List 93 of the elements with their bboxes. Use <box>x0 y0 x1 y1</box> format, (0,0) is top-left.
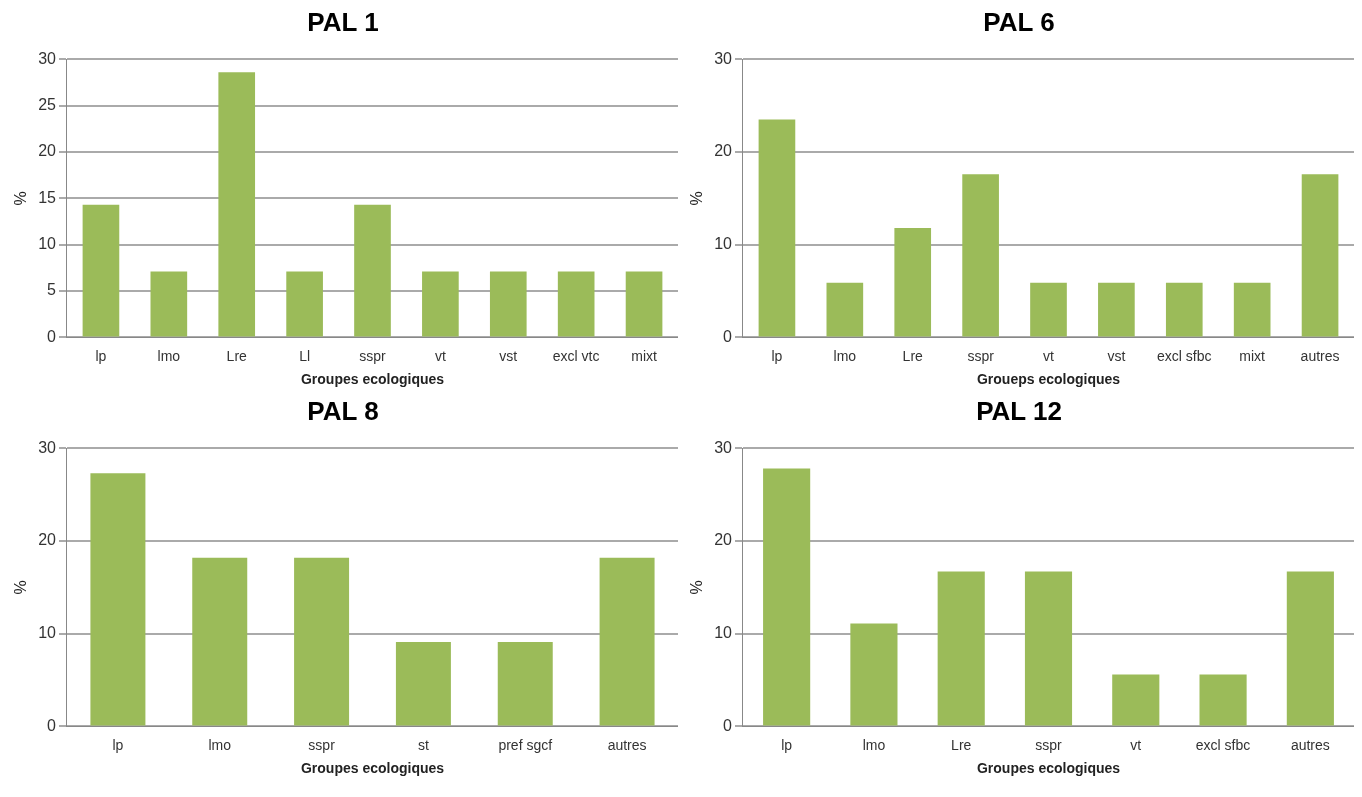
x-tick-label: sspr <box>967 347 995 364</box>
y-tick-label: 0 <box>47 716 57 734</box>
y-tick-label: 5 <box>47 281 57 299</box>
y-axis-title: % <box>12 191 30 206</box>
bar <box>599 557 655 726</box>
y-tick-label: 10 <box>38 624 57 642</box>
y-tick-label: 30 <box>38 438 57 456</box>
x-tick-label: lp <box>95 347 107 364</box>
x-axis-title: Groupes ecologiques <box>300 760 445 777</box>
bar <box>1098 282 1135 337</box>
x-tick-label: sspr <box>1035 736 1063 753</box>
chart-title: PAL 12 <box>976 395 1062 426</box>
bar <box>625 271 663 337</box>
y-tick-label: 25 <box>38 95 57 113</box>
x-tick-label: excl sfbc <box>1157 347 1212 364</box>
x-tick-label: vst <box>1107 347 1126 364</box>
y-tick-label: 30 <box>714 49 733 67</box>
bar <box>82 204 120 337</box>
bar <box>763 468 811 726</box>
bar <box>497 642 553 726</box>
bar <box>1165 282 1203 337</box>
bar <box>826 282 864 337</box>
chart-title: PAL 6 <box>983 6 1055 37</box>
y-tick-label: 30 <box>714 438 733 456</box>
x-tick-label: mixt <box>1239 347 1266 364</box>
x-axis-title: Groueps ecologiques <box>976 371 1121 388</box>
x-tick-label: sspr <box>308 736 336 753</box>
bar <box>218 72 256 337</box>
bar <box>557 271 595 337</box>
bar <box>395 642 451 726</box>
bar <box>192 557 248 726</box>
y-tick-label: 0 <box>47 327 57 345</box>
chart-title: PAL 8 <box>307 395 379 426</box>
bar <box>758 119 796 337</box>
y-tick-label: 20 <box>38 531 57 549</box>
y-tick-label: 15 <box>38 188 57 206</box>
x-axis-title: Groupes ecologiques <box>300 371 445 388</box>
bar <box>1286 571 1334 726</box>
x-tick-label: Lre <box>951 736 972 753</box>
x-tick-label: sspr <box>359 347 387 364</box>
bar <box>937 571 985 726</box>
x-tick-label: vt <box>1043 347 1055 364</box>
x-tick-label: lp <box>112 736 124 753</box>
y-tick-label: 20 <box>38 142 57 160</box>
y-tick-label: 20 <box>714 531 733 549</box>
y-tick-label: 0 <box>723 716 733 734</box>
x-tick-label: lmo <box>208 736 232 753</box>
x-tick-label: vst <box>499 347 518 364</box>
x-tick-label: excl sfbc <box>1195 736 1251 753</box>
bar <box>150 271 188 337</box>
x-tick-label: Ll <box>299 347 311 364</box>
bar <box>354 204 391 337</box>
chart-title: PAL 1 <box>307 6 379 37</box>
x-tick-label: Lre <box>902 347 924 364</box>
y-axis-title: % <box>12 580 30 595</box>
bar <box>894 227 932 337</box>
x-tick-label: lmo <box>862 736 886 753</box>
x-tick-label: excl vtc <box>552 347 600 364</box>
x-tick-label: st <box>417 736 429 753</box>
bar <box>1199 674 1247 726</box>
x-tick-label: lp <box>771 347 783 364</box>
bar <box>1030 282 1067 337</box>
x-tick-label: lp <box>781 736 793 753</box>
x-tick-label: autres <box>1300 347 1340 364</box>
bar <box>90 473 146 726</box>
x-tick-label: lmo <box>157 347 181 364</box>
x-tick-label: autres <box>607 736 647 753</box>
y-axis-title: % <box>688 580 706 595</box>
x-tick-label: vt <box>1130 736 1142 753</box>
bar <box>1233 282 1271 337</box>
x-tick-label: vt <box>434 347 446 364</box>
y-tick-label: 30 <box>38 49 57 67</box>
bar <box>489 271 527 337</box>
x-tick-label: mixt <box>631 347 657 364</box>
y-tick-label: 20 <box>714 142 733 160</box>
bar <box>962 174 999 337</box>
x-tick-label: Lre <box>226 347 248 364</box>
x-tick-label: pref sgcf <box>498 736 553 753</box>
bar <box>1301 174 1339 337</box>
bar <box>1112 674 1160 726</box>
bar <box>294 557 350 726</box>
y-tick-label: 10 <box>714 624 733 642</box>
bar <box>286 271 323 337</box>
y-axis-title: % <box>688 191 706 206</box>
x-tick-label: lmo <box>833 347 857 364</box>
x-axis-title: Groupes ecologiques <box>976 760 1121 777</box>
y-tick-label: 0 <box>723 327 733 345</box>
y-tick-label: 10 <box>38 235 57 253</box>
y-tick-label: 10 <box>714 235 733 253</box>
bar <box>850 623 898 726</box>
x-tick-label: autres <box>1290 736 1330 753</box>
bar <box>1024 571 1073 726</box>
bar <box>422 271 459 337</box>
